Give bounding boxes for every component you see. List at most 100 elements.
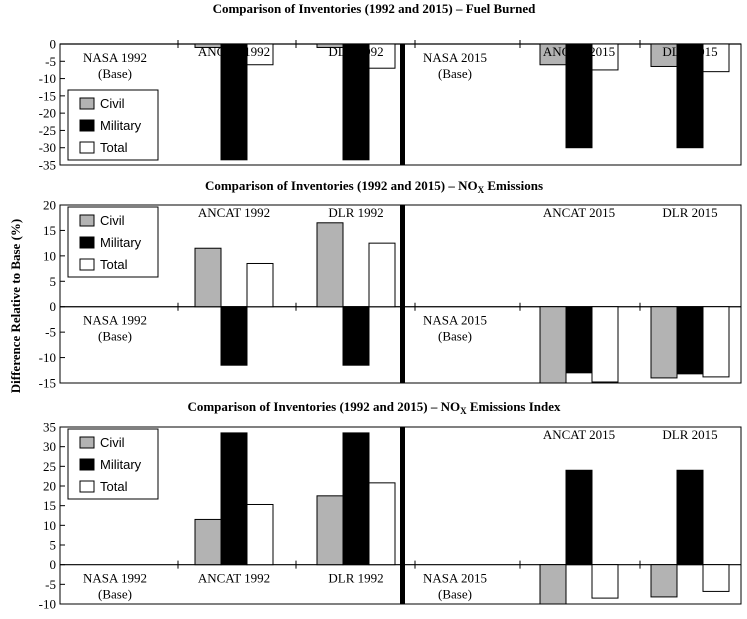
bar-total [702, 306, 730, 378]
bar-total [591, 306, 619, 383]
y-tick-label: -15 [39, 376, 56, 391]
category-sublabel: (Base) [438, 329, 472, 344]
legend-swatch-military [79, 119, 95, 132]
y-tick-label: 35 [43, 420, 56, 435]
bar-military [342, 43, 370, 161]
bar-military [220, 432, 248, 566]
y-tick-label: 0 [50, 37, 57, 52]
legend-label: Military [100, 457, 142, 472]
panel-3: Comparison of Inventories (1992 and 2015… [39, 399, 742, 612]
bar-total [368, 242, 396, 308]
category-label: DLR 1992 [328, 44, 383, 59]
y-tick-label: 25 [43, 459, 56, 474]
y-tick-label: 5 [50, 274, 57, 289]
y-tick-label: 10 [43, 518, 56, 533]
bar-total [246, 262, 274, 308]
y-tick-label: -5 [45, 325, 56, 340]
panel-title: Comparison of Inventories (1992 and 2015… [187, 399, 561, 416]
bar-civil [194, 247, 222, 308]
bar-total [591, 564, 619, 599]
group-divider [400, 44, 405, 165]
legend-label: Total [100, 140, 128, 155]
category-sublabel: (Base) [98, 329, 132, 344]
y-tick-label: 0 [50, 557, 57, 572]
y-tick-label: 20 [43, 479, 56, 494]
y-tick-label: 30 [43, 439, 56, 454]
y-tick-label: 10 [43, 248, 56, 263]
bar-civil [650, 564, 678, 598]
y-tick-label: 15 [43, 498, 56, 513]
bar-total [702, 564, 730, 592]
bar-military [565, 469, 593, 566]
legend-label: Military [100, 118, 142, 133]
y-tick-label: 20 [43, 198, 56, 213]
category-label: ANCAT 1992 [198, 571, 270, 586]
bar-military [676, 43, 704, 149]
bar-civil [539, 306, 567, 384]
y-tick-label: -35 [39, 158, 56, 173]
bar-civil [316, 495, 344, 566]
category-label: NASA 1992 [83, 571, 147, 586]
bar-total [702, 43, 730, 73]
y-tick-label: -10 [39, 350, 56, 365]
category-sublabel: (Base) [98, 587, 132, 602]
y-tick-label: 15 [43, 223, 56, 238]
y-tick-label: -30 [39, 140, 56, 155]
category-label: NASA 2015 [423, 50, 487, 65]
panel-1: Comparison of Inventories (1992 and 2015… [39, 1, 742, 173]
legend-label: Civil [100, 213, 125, 228]
category-sublabel: (Base) [438, 66, 472, 81]
category-label: DLR 2015 [662, 205, 717, 220]
legend-label: Military [100, 235, 142, 250]
category-label: ANCAT 2015 [543, 44, 615, 59]
category-label: DLR 2015 [662, 427, 717, 442]
panel-title: Comparison of Inventories (1992 and 2015… [205, 178, 543, 195]
y-tick-label: -5 [45, 577, 56, 592]
legend-swatch-total [79, 480, 95, 493]
category-label: DLR 1992 [328, 571, 383, 586]
category-label: DLR 1992 [328, 205, 383, 220]
bar-total [368, 482, 396, 566]
legend-swatch-total [79, 258, 95, 271]
y-tick-label: -15 [39, 88, 56, 103]
category-label: ANCAT 1992 [198, 44, 270, 59]
bar-military [565, 306, 593, 374]
bar-military [676, 306, 704, 375]
y-tick-label: -5 [45, 54, 56, 69]
bar-military [220, 306, 248, 366]
bar-military [220, 43, 248, 161]
legend-label: Civil [100, 435, 125, 450]
legend-label: Civil [100, 96, 125, 111]
y-tick-label: -20 [39, 106, 56, 121]
legend-swatch-total [79, 141, 95, 154]
category-label: NASA 2015 [423, 313, 487, 328]
legend-swatch-military [79, 236, 95, 249]
group-divider [400, 205, 405, 383]
category-label: ANCAT 1992 [198, 205, 270, 220]
bar-civil [539, 564, 567, 605]
bar-total [246, 503, 274, 566]
category-label: NASA 2015 [423, 571, 487, 586]
group-divider [400, 427, 405, 604]
category-label: ANCAT 2015 [543, 205, 615, 220]
panel-title: Comparison of Inventories (1992 and 2015… [213, 1, 537, 16]
y-axis-label: Difference Relative to Base (%) [8, 219, 23, 393]
bar-military [342, 306, 370, 366]
bar-total [368, 43, 396, 69]
legend-label: Total [100, 257, 128, 272]
y-tick-label: 5 [50, 538, 57, 553]
y-tick-label: -10 [39, 597, 56, 612]
bar-civil [316, 222, 344, 308]
y-tick-label: -25 [39, 123, 56, 138]
legend-swatch-civil [79, 214, 95, 227]
bar-military [342, 432, 370, 566]
bar-military [565, 43, 593, 149]
y-tick-label: 0 [50, 299, 57, 314]
bar-civil [194, 518, 222, 566]
category-sublabel: (Base) [98, 66, 132, 81]
legend-label: Total [100, 479, 128, 494]
bar-total [246, 43, 274, 66]
category-label: NASA 1992 [83, 50, 147, 65]
legend-swatch-military [79, 458, 95, 471]
